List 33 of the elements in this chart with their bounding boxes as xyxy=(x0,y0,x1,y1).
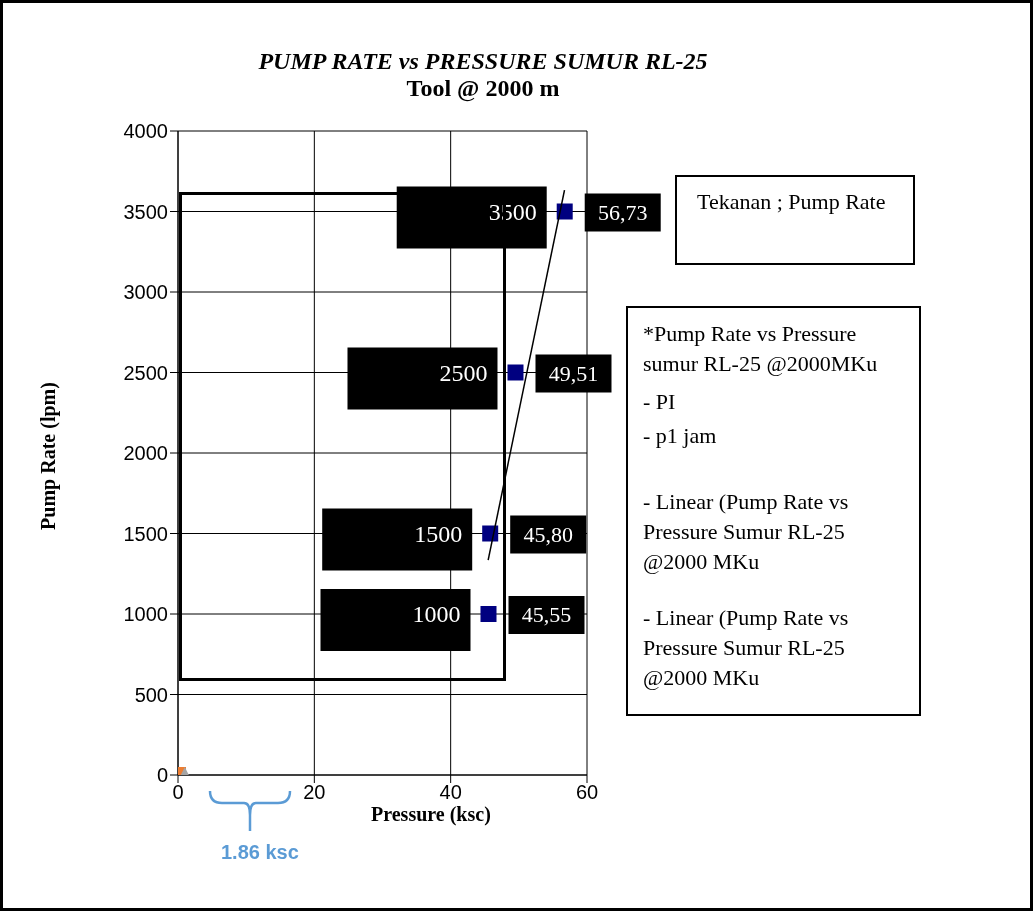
x-tick-label: 60 xyxy=(575,781,599,804)
point xyxy=(556,203,573,220)
y-tick-label: 4000 xyxy=(123,120,168,143)
y-tick-label: 1000 xyxy=(123,603,168,626)
x-tick-label: 40 xyxy=(439,781,462,804)
y-tick-label: 3000 xyxy=(123,281,168,304)
annotation: 45,55 xyxy=(521,602,572,627)
text: 1.86 ksc xyxy=(221,841,299,864)
data-label: 1000 xyxy=(412,601,461,627)
text: - p1 jam xyxy=(643,422,718,450)
y-axis-title: Pump Rate (lpm) xyxy=(36,382,60,530)
chart-title: PUMP RATE vs PRESSURE SUMUR RL-25 xyxy=(257,48,709,75)
y-tick-label: 2500 xyxy=(123,361,168,384)
text: Tekanan ; Pump Rate xyxy=(675,175,915,265)
data-label: 2500 xyxy=(439,359,488,386)
annotation: 56,73 xyxy=(597,199,648,225)
y-tick-label: 3500 xyxy=(123,200,168,223)
y-tick-label: 1500 xyxy=(123,522,168,545)
data-label: 1500 xyxy=(414,520,463,547)
text: - Linear (Pump Rate vs Pressure Sumur RL-25 @2000 MKu xyxy=(643,488,850,576)
x-tick-label: 20 xyxy=(303,781,326,804)
x-tick-label: 0 xyxy=(172,781,184,804)
x-axis-title: Pressure (ksc) xyxy=(371,803,491,826)
y-tick-label: 500 xyxy=(134,683,168,706)
text: - Linear (Pump Rate vs Pressure Sumur RL-25 @2000 MKu xyxy=(643,604,850,692)
text: - PI xyxy=(643,388,677,416)
annotation: 45,80 xyxy=(523,521,573,547)
annotation: 49,51 xyxy=(548,360,599,386)
y-tick-label: 2000 xyxy=(123,442,168,465)
text: *Pump Rate vs Pressure sumur RL-25 @2000MKu xyxy=(643,320,879,378)
point xyxy=(507,364,524,381)
chart-subtitle: Tool @ 2000 m xyxy=(405,75,561,102)
y-tick-label: 0 xyxy=(156,764,168,787)
